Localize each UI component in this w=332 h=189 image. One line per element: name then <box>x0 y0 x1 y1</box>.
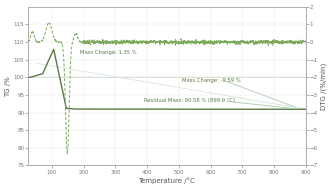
Y-axis label: TG /%: TG /% <box>5 76 11 97</box>
Y-axis label: DTG /(%/min): DTG /(%/min) <box>321 63 327 110</box>
X-axis label: Temperature /°C: Temperature /°C <box>138 177 195 184</box>
Text: Mass Change: -9.59 %: Mass Change: -9.59 % <box>182 78 241 83</box>
Text: Residual Mass: 90.56 % (899.9 °C): Residual Mass: 90.56 % (899.9 °C) <box>144 98 235 103</box>
Text: Mass Change: 1.35 %: Mass Change: 1.35 % <box>80 50 136 55</box>
